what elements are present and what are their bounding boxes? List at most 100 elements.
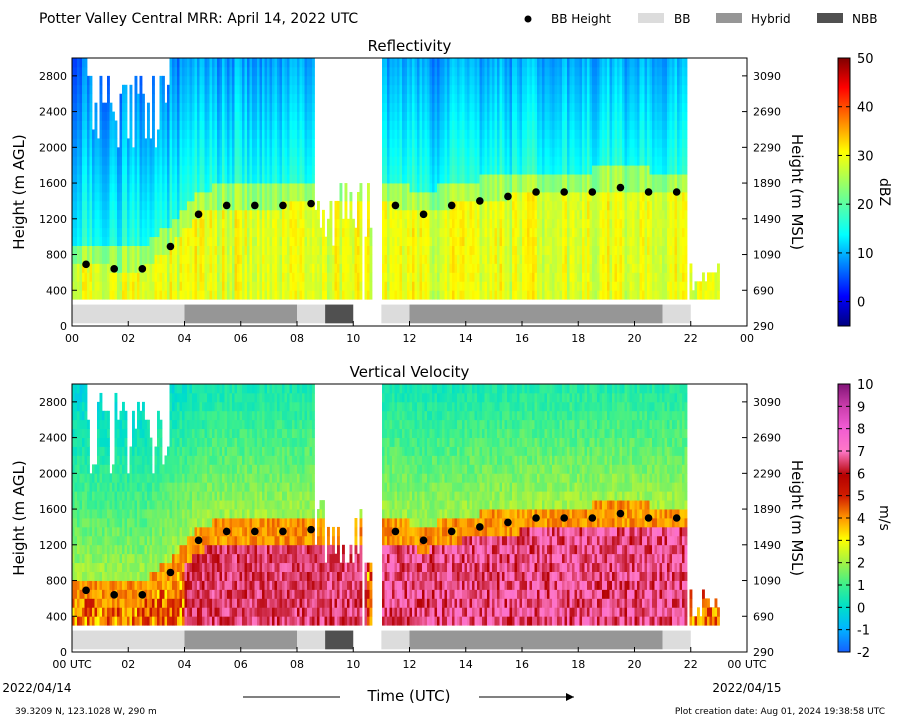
x-tick-label: 14 (459, 332, 473, 345)
bb-height-point (194, 536, 203, 545)
y-right-tick-label: 1890 (753, 503, 781, 516)
y-right-tick-label: 690 (753, 284, 774, 297)
x-tick-label: 04 (178, 658, 192, 671)
colorbar-tick-label: 8 (857, 423, 865, 438)
bb-height-point (82, 260, 90, 269)
bb-height-point (644, 188, 653, 196)
bb-height-point (447, 201, 456, 210)
bb-height-point (504, 192, 512, 201)
x-tick-label: 16 (515, 332, 529, 345)
heatmap-field (72, 384, 720, 626)
colorbar-tick-label: 40 (857, 101, 874, 116)
y-right-tick-label: 2290 (753, 467, 781, 480)
bb-type-bar (297, 630, 326, 650)
y-right-tick-label: 690 (753, 610, 774, 623)
colorbar-tick-label: -1 (857, 624, 870, 639)
y-right-tick-label: 3090 (753, 70, 781, 83)
bb-type-bar (72, 304, 185, 324)
bb-height-point (672, 514, 681, 522)
y-right-tick-label: 2690 (753, 432, 781, 445)
x-tick-label: 02 (121, 658, 135, 671)
y-tick-label: 400 (46, 284, 67, 297)
bb-type-bars (72, 304, 691, 324)
colorbar-tick-label: 7 (857, 445, 865, 460)
y-tick-label: 2800 (39, 396, 67, 409)
bb-height-points (82, 509, 681, 599)
colorbar-tick-label: 5 (857, 490, 865, 505)
colorbar-tick-label: 0 (857, 296, 865, 311)
bb-height-point (166, 242, 175, 251)
bb-height-point (532, 188, 540, 196)
x-tick-label: 04 (178, 332, 192, 345)
bb-height-points (82, 183, 681, 273)
bb-type-bar (381, 304, 410, 324)
x-tick-label: 00 (740, 332, 754, 345)
y-tick-label: 400 (46, 610, 67, 623)
bb-height-point (307, 199, 315, 208)
bb-height-point (279, 201, 287, 210)
heatmap-field (72, 58, 720, 300)
y-tick-label: 1600 (39, 503, 67, 516)
bb-type-bar (409, 304, 663, 324)
y-tick-label: 2400 (39, 432, 67, 445)
x-axis-label: Time (UTC) (367, 687, 451, 705)
bb-height-point (251, 201, 259, 210)
panel-title: Reflectivity (368, 37, 452, 55)
colorbar-tick-label: 30 (857, 149, 874, 164)
y-right-tick-label: 2690 (753, 106, 781, 119)
bb-height-point (110, 265, 118, 273)
bb-height-point (138, 265, 147, 273)
x-tick-label: 12 (403, 332, 417, 345)
bb-height-point (279, 527, 287, 536)
x-tick-label: 20 (628, 332, 642, 345)
x-tick-label: 18 (571, 332, 585, 345)
y-tick-label: 2800 (39, 70, 67, 83)
bb-height-point (391, 201, 400, 210)
bb-height-point (672, 188, 681, 196)
x-tick-label: 20 (628, 658, 642, 671)
y-axis-label-right: Height (m MSL) (788, 460, 806, 576)
colorbar (837, 57, 851, 327)
bb-height-point (222, 201, 231, 210)
y-right-tick-label: 290 (753, 320, 774, 333)
colorbar-tick-label: 1 (857, 579, 865, 594)
bb-height-point (138, 591, 147, 599)
colorbar-tick-label: 4 (857, 512, 865, 527)
colorbar-tick-label: 20 (857, 198, 874, 213)
bb-type-bar (662, 304, 691, 324)
colorbar-tick-label: 2 (857, 557, 865, 572)
bb-height-point (588, 188, 597, 196)
bb-type-bar (297, 304, 326, 324)
y-tick-label: 2000 (39, 467, 67, 480)
x-tick-label: 14 (459, 658, 473, 671)
bb-type-bar (184, 304, 297, 324)
colorbar-tick-label: 50 (857, 52, 874, 67)
arrow-head-icon (566, 693, 574, 701)
y-tick-label: 800 (46, 575, 67, 588)
location-note: 39.3209 N, 123.1028 W, 290 m (15, 707, 157, 717)
y-right-tick-label: 3090 (753, 396, 781, 409)
bb-type-bar (325, 630, 354, 650)
x-tick-label: 06 (234, 332, 248, 345)
x-tick-label: 08 (290, 658, 304, 671)
bb-type-bars (72, 630, 691, 650)
legend-dot-bb-height (524, 15, 532, 23)
panel-title: Vertical Velocity (350, 363, 470, 381)
y-tick-label: 2000 (39, 141, 67, 154)
x-tick-label: 06 (234, 658, 248, 671)
bb-type-bar (325, 304, 354, 324)
colorbar-tick-label: 6 (857, 467, 865, 482)
y-axis-label-right: Height (m MSL) (788, 134, 806, 250)
y-right-tick-label: 1090 (753, 249, 781, 262)
colorbar-label: dBZ (876, 178, 892, 206)
end-date-label: 2022/04/15 (712, 681, 781, 695)
y-right-tick-label: 1490 (753, 539, 781, 552)
legend-swatch-bb (638, 13, 664, 23)
x-tick-label: 12 (403, 658, 417, 671)
x-tick-label: 10 (346, 658, 360, 671)
x-tick-label: 16 (515, 658, 529, 671)
y-axis-label: Height (m AGL) (10, 134, 28, 249)
colorbar-tick-label: 10 (857, 247, 874, 262)
y-axis-label: Height (m AGL) (10, 460, 28, 575)
